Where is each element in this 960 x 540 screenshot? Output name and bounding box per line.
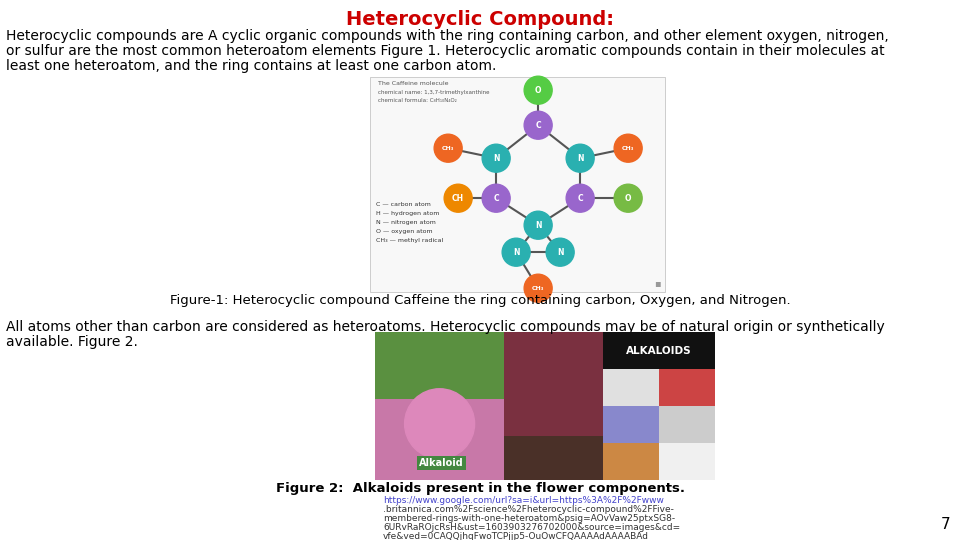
Text: N: N — [577, 154, 584, 163]
Circle shape — [546, 238, 574, 266]
Text: N: N — [535, 221, 541, 230]
Bar — [603, 332, 715, 372]
Text: vfe&ved=0CAQQjhqFwoTCPjjp5-OuOwCFQAAAAdAAAABAd: vfe&ved=0CAQQjhqFwoTCPjjp5-OuOwCFQAAAAdA… — [383, 532, 649, 540]
Circle shape — [566, 184, 594, 212]
Circle shape — [434, 134, 462, 162]
Text: CH: CH — [452, 194, 465, 202]
Text: https://www.google.com/url?sa=i&url=https%3A%2F%2Fwww: https://www.google.com/url?sa=i&url=http… — [383, 496, 664, 505]
Text: N: N — [492, 154, 499, 163]
Text: 6URvRaROjcRsH&ust=1603903276702000&source=images&cd=: 6URvRaROjcRsH&ust=1603903276702000&sourc… — [383, 523, 680, 532]
Text: available. Figure 2.: available. Figure 2. — [6, 335, 138, 349]
Text: C: C — [493, 194, 499, 202]
Text: Alkaloid: Alkaloid — [420, 458, 464, 468]
Circle shape — [524, 76, 552, 104]
Circle shape — [482, 184, 510, 212]
Text: C: C — [577, 194, 583, 202]
Text: All atoms other than carbon are considered as heteroatoms. Heterocyclic compound: All atoms other than carbon are consider… — [6, 320, 885, 334]
Bar — [659, 369, 715, 406]
Text: membered-rings-with-one-heteroatom&psig=AOvVaw25ptxSG8-: membered-rings-with-one-heteroatom&psig=… — [383, 514, 675, 523]
Text: CH₃: CH₃ — [532, 286, 544, 291]
Text: 7: 7 — [941, 517, 950, 532]
Text: O: O — [535, 86, 541, 94]
Text: Figure-1: Heterocyclic compound Caffeine the ring containing carbon, Oxygen, and: Figure-1: Heterocyclic compound Caffeine… — [170, 294, 790, 307]
Bar — [370, 77, 665, 292]
Text: H — hydrogen atom: H — hydrogen atom — [376, 211, 440, 216]
Bar — [504, 332, 603, 480]
Bar — [504, 332, 603, 436]
Text: ALKALOIDS: ALKALOIDS — [626, 346, 692, 356]
Text: Heterocyclic Compound:: Heterocyclic Compound: — [346, 10, 614, 29]
Text: C: C — [536, 121, 541, 130]
Text: CH₃: CH₃ — [442, 146, 454, 151]
Bar — [375, 332, 504, 399]
Text: Figure 2:  Alkaloids present in the flower components.: Figure 2: Alkaloids present in the flowe… — [276, 482, 684, 495]
Text: chemical name: 1,3,7-trimethylxanthine: chemical name: 1,3,7-trimethylxanthine — [378, 90, 490, 95]
Text: O: O — [625, 194, 632, 202]
Bar — [603, 406, 659, 443]
Circle shape — [614, 134, 642, 162]
Bar — [603, 332, 715, 480]
Circle shape — [524, 111, 552, 139]
Text: CH₃ — methyl radical: CH₃ — methyl radical — [376, 238, 444, 243]
Text: chemical formula: C₈H₁₀N₄O₂: chemical formula: C₈H₁₀N₄O₂ — [378, 98, 457, 103]
Bar — [603, 369, 659, 406]
Bar — [659, 443, 715, 480]
Text: N: N — [557, 248, 564, 256]
Circle shape — [524, 274, 552, 302]
Text: N — nitrogen atom: N — nitrogen atom — [376, 220, 436, 225]
Text: The Caffeine molecule: The Caffeine molecule — [378, 81, 448, 86]
Text: Heterocyclic compounds are A cyclic organic compounds with the ring containing c: Heterocyclic compounds are A cyclic orga… — [6, 29, 889, 43]
Text: or sulfur are the most common heteroatom elements Figure 1. Heterocyclic aromati: or sulfur are the most common heteroatom… — [6, 44, 884, 58]
Text: least one heteroatom, and the ring contains at least one carbon atom.: least one heteroatom, and the ring conta… — [6, 59, 496, 73]
Text: CH₃: CH₃ — [622, 146, 635, 151]
Bar — [659, 406, 715, 443]
Bar — [375, 332, 504, 480]
Circle shape — [482, 144, 510, 172]
Text: O — oxygen atom: O — oxygen atom — [376, 229, 433, 234]
Text: .britannica.com%2Fscience%2Fheterocyclic-compound%2FFive-: .britannica.com%2Fscience%2Fheterocyclic… — [383, 505, 674, 514]
Circle shape — [404, 389, 474, 459]
Text: ▪: ▪ — [655, 278, 661, 288]
Text: C — carbon atom: C — carbon atom — [376, 202, 431, 207]
Circle shape — [524, 211, 552, 239]
Circle shape — [566, 144, 594, 172]
Text: N: N — [513, 248, 519, 256]
Circle shape — [502, 238, 530, 266]
Circle shape — [614, 184, 642, 212]
Circle shape — [444, 184, 472, 212]
Bar — [603, 443, 659, 480]
